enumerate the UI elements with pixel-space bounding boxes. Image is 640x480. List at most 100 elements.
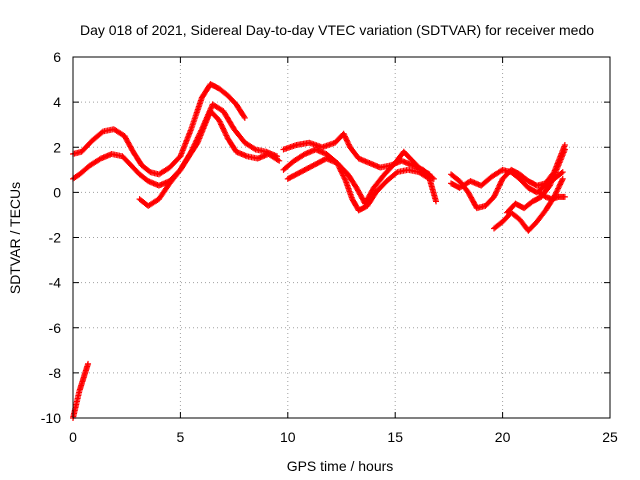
trace-markers [449,172,462,184]
trace-markers [345,172,359,190]
data-point [85,360,92,367]
trace-markers [479,174,494,188]
trace-markers [88,156,103,168]
data-point [561,146,568,153]
trace-markers [167,168,183,186]
trace-markers [146,196,161,209]
trace-markers [232,127,247,145]
trace-markers [129,163,142,177]
trace-markers [139,163,153,175]
trace-markers [225,136,239,154]
series-track-3 [136,101,281,209]
trace-markers [373,179,389,195]
trace-markers [130,149,144,168]
trace-markers [281,158,297,172]
y-tick-label: -4 [49,275,62,291]
trace-markers [177,127,194,158]
data-point [274,153,281,160]
trace-markers [167,154,183,170]
y-tick-label: -8 [49,365,62,381]
series-track-12 [70,360,92,421]
trace-markers [122,134,136,154]
trace-markers [426,177,439,203]
trace-markers [362,186,377,206]
data-point [276,157,283,164]
trace-markers [77,163,92,177]
trace-markers [401,149,415,163]
trace-markers [79,138,95,154]
trace-markers [537,190,548,199]
data-point [433,198,440,205]
trace-markers [292,151,307,163]
x-tick-label: 0 [69,429,77,445]
trace-markers [335,161,350,177]
data-point [491,193,498,200]
trace-markers [341,132,353,149]
trace-markers [410,158,423,172]
data-point [340,130,347,137]
trace-markers [491,177,505,199]
trace-markers [382,161,398,177]
trace-markers [217,86,230,98]
y-tick-label: 0 [53,184,61,200]
data-points [70,81,568,421]
trace-markers [112,127,127,139]
trace-markers [188,96,205,131]
series-track-5 [280,130,437,182]
trace-markers [216,118,230,140]
trace-markers [210,102,226,114]
x-tick-label: 10 [280,429,296,445]
y-tick-label: -2 [49,230,62,246]
trace-markers [120,154,133,168]
trace-markers [509,210,522,222]
trace-markers [530,194,544,204]
x-tick-label: 15 [387,429,403,445]
trace-markers [90,129,105,143]
trace-markers [492,219,505,231]
trace-markers [199,82,213,100]
trace-markers [286,169,303,182]
trace-markers [243,140,258,152]
trace-markers [371,172,387,190]
trace-markers [199,102,215,131]
grid [73,57,610,418]
trace-markers [294,139,311,148]
series-track-9 [491,175,566,234]
trace-markers [225,93,239,107]
series-track-10 [503,146,568,216]
trace-markers [281,142,298,153]
x-tick-label: 5 [177,429,185,445]
trace-markers [311,156,329,168]
trace-markers [556,147,568,167]
x-axis-label: GPS time / hours [287,458,394,474]
trace-markers [483,195,496,208]
series-track-1 [70,81,248,178]
y-tick-label: -10 [41,410,61,426]
x-tick-label: 20 [495,429,511,445]
data-point [559,175,566,182]
trace-markers [234,102,248,120]
trace-markers [522,199,535,211]
data-point [430,175,437,182]
trace-markers [208,81,221,91]
trace-markers [356,203,370,213]
trace-markers [365,190,379,208]
trace-markers [221,109,237,131]
trace-markers [298,162,316,175]
trace-markers [457,179,471,195]
trace-markers [188,127,205,154]
data-point [216,117,223,124]
ticks: 0 5 10 15 20 25 -10 -8 -6 -4 -2 0 2 4 6 [41,49,618,445]
y-tick-label: 4 [53,94,61,110]
trace-markers [137,172,150,184]
data-point [426,171,433,178]
trace-markers [178,150,194,172]
y-axis-label: SDTVAR / TECUs [7,182,23,294]
trace-markers [509,167,522,177]
y-tick-label: 2 [53,139,61,155]
trace-markers [71,172,82,181]
trace-markers [419,167,432,177]
chart-title: Day 018 of 2021, Sidereal Day-to-day VTE… [80,22,594,38]
trace-markers [417,169,432,181]
